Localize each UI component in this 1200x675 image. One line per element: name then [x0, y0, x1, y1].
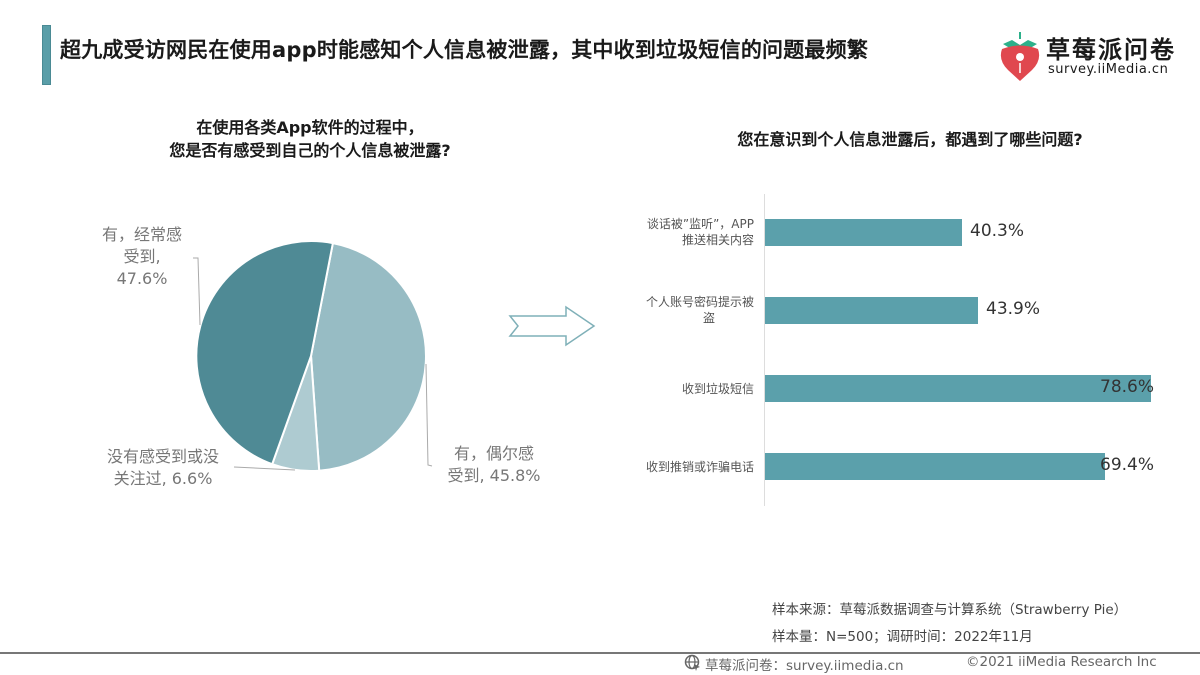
- logo-name: 草莓派问卷: [1046, 36, 1176, 64]
- bar-label-eavesdrop: 谈话被”监听”，APP 推送相关内容: [646, 217, 754, 247]
- bar-label-spam-sms: 收到垃圾短信: [681, 382, 754, 396]
- bar-password-stolen: [765, 297, 978, 324]
- pie-slice-occasionally: [309, 241, 427, 472]
- bar-eavesdrop: [765, 219, 962, 246]
- strawberry-icon: [1000, 32, 1040, 81]
- footer-divider: [0, 652, 1200, 654]
- bar-chart-axis: [764, 194, 765, 506]
- sample-source: 样本来源：草莓派数据调查与计算系统（Strawberry Pie）: [772, 602, 1128, 618]
- leader-line-often: [193, 257, 201, 326]
- logo-url: survey.iiMedia.cn: [1048, 62, 1169, 77]
- pie-label-occasionally: 有，偶尔感 受到, 45.8%: [447, 444, 541, 485]
- bar-label-scam-calls: 收到推销或诈骗电话: [645, 460, 754, 474]
- title-accent-bar: [42, 25, 51, 85]
- pie-label-often: 有，经常感 受到, 47.6%: [101, 225, 182, 288]
- pie-question-line2: 您是否有感受到自己的个人信息被泄露?: [169, 141, 451, 160]
- leader-line-occasionally: [425, 363, 433, 467]
- pie-question-line1: 在使用各类App软件的过程中，: [196, 118, 424, 137]
- bar-scam-calls: [765, 453, 1105, 480]
- leader-line-never: [233, 466, 296, 471]
- pie-label-never: 没有感受到或没 关注过, 6.6%: [106, 447, 219, 488]
- bar-value-spam-sms: 78.6%: [1100, 377, 1155, 397]
- pie-slice-often: [195, 240, 335, 466]
- pie-chart-title: 在使用各类App软件的过程中， 您是否有感受到自己的个人信息被泄露?: [90, 116, 530, 162]
- globe-icon: [684, 654, 700, 671]
- footer-survey-link[interactable]: 草莓派问卷：survey.iimedia.cn: [705, 658, 904, 674]
- bar-value-eavesdrop: 40.3%: [970, 221, 1025, 241]
- bar-value-password-stolen: 43.9%: [986, 299, 1041, 319]
- pie-chart: [193, 240, 433, 472]
- bar-label-password-stolen: 个人账号密码提示被 盗: [645, 295, 754, 325]
- bar-chart-title: 您在意识到个人信息泄露后，都遇到了哪些问题?: [737, 130, 1083, 149]
- footer-copyright: ©2021 iiMedia Research Inc: [966, 654, 1157, 670]
- sample-size: 样本量：N=500；调研时间：2022年11月: [772, 629, 1033, 645]
- bar-spam-sms: [765, 375, 1151, 402]
- bar-value-scam-calls: 69.4%: [1100, 455, 1155, 475]
- right-arrow-icon: [508, 305, 596, 347]
- page-title: 超九成受访网民在使用app时能感知个人信息被泄露，其中收到垃圾短信的问题最频繁: [60, 38, 869, 62]
